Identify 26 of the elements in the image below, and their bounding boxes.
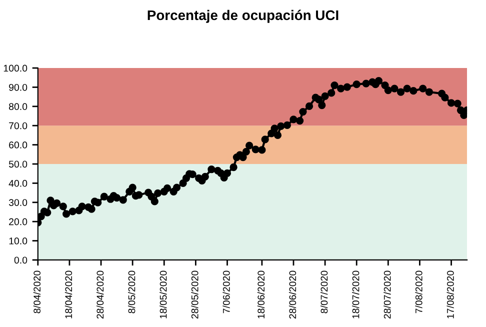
x-tick-label: 8/04/2020 — [33, 270, 41, 314]
x-tick-label: 17/08/2020 — [446, 270, 454, 318]
y-tick-label: 90.0 — [9, 84, 28, 91]
y-tick-label: 60.0 — [9, 142, 28, 148]
x-tick-label: 28/05/2020 — [191, 270, 198, 319]
y-tick-label: 50.0 — [8, 160, 28, 168]
x-tick-label: 8/07/2020 — [320, 270, 328, 314]
x-tick-label: 28/06/2020 — [288, 270, 296, 319]
x-tick-label: 18/06/2020 — [257, 270, 265, 318]
y-tick-label: 30.0 — [8, 199, 28, 206]
y-tick-label: 10.0 — [9, 238, 28, 244]
x-tick-label: 7/08/2020 — [415, 270, 422, 314]
x-tick-label: 28/04/2020 — [96, 270, 104, 319]
y-tick-label: 0.0 — [14, 256, 28, 264]
y-tick-label: 70.0 — [9, 122, 28, 130]
x-tick-label: 18/05/2020 — [160, 270, 167, 318]
y-tick-label: 40.0 — [8, 180, 28, 187]
x-tick-label: 28/07/2020 — [384, 270, 391, 319]
x-tick-label: 18/07/2020 — [352, 270, 360, 318]
chart-title: Porcentaje de ocupación UCI — [148, 10, 338, 23]
x-tick-label: 8/05/2020 — [128, 270, 136, 314]
x-tick-label: 7/06/2020 — [222, 270, 230, 314]
y-tick-label: 20.0 — [9, 218, 28, 226]
y-tick-label: 80.0 — [8, 103, 28, 110]
x-tick-label: 18/04/2020 — [64, 270, 72, 318]
y-tick-label: 100.0 — [4, 64, 28, 72]
